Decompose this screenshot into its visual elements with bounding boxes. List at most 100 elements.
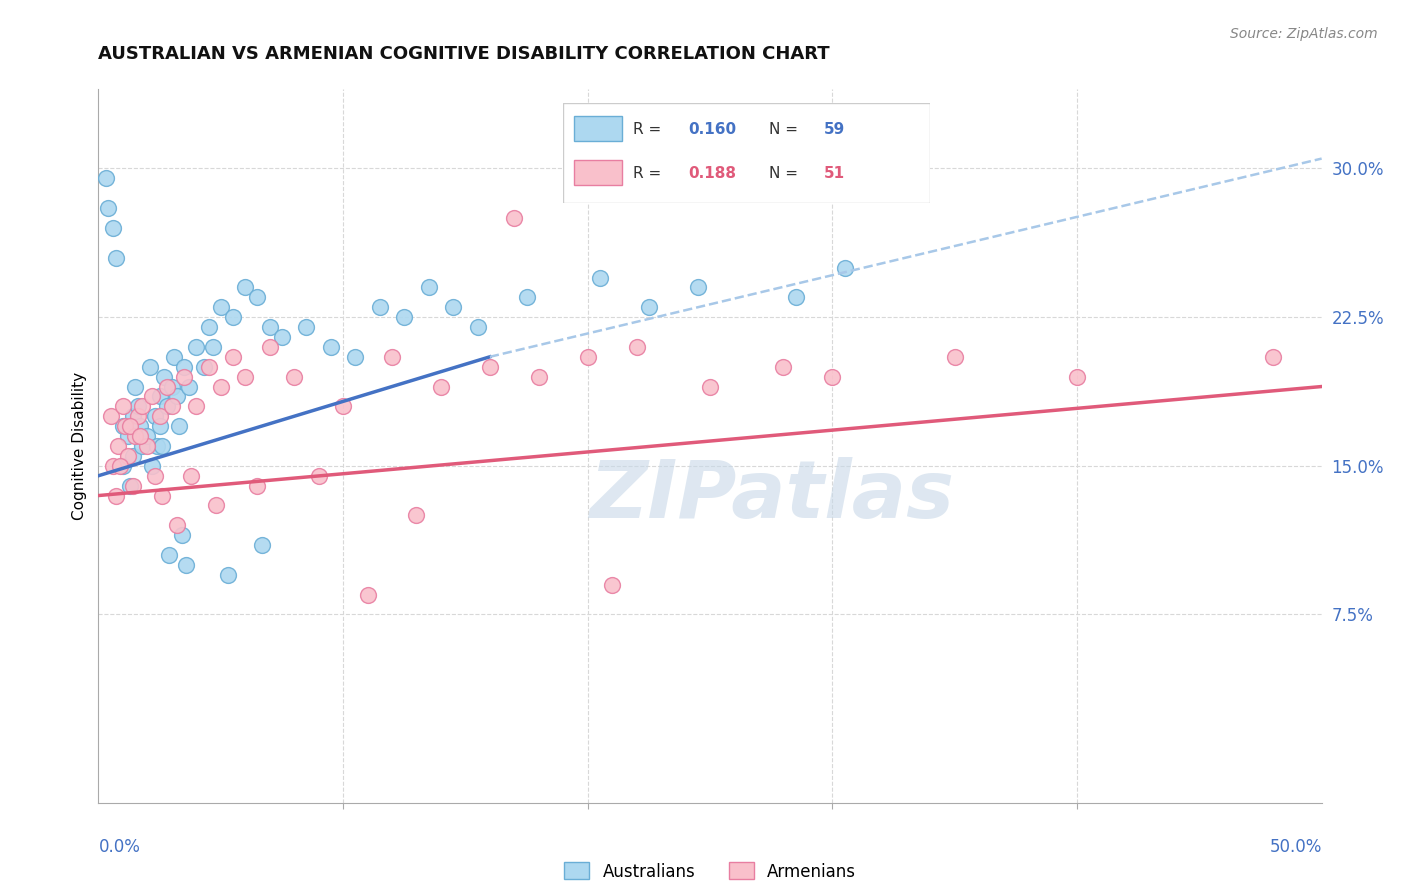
Point [259, 340, 281, 354]
Point [156, 379, 179, 393]
Point [153, 369, 176, 384]
Point [209, 379, 232, 393]
Point [143, 409, 166, 424]
Point [121, 449, 143, 463]
Point [124, 429, 146, 443]
Point [368, 300, 391, 314]
Point [111, 400, 134, 414]
Point [129, 419, 152, 434]
Point [150, 439, 173, 453]
Point [834, 260, 856, 275]
Point [186, 340, 208, 354]
Point [143, 468, 166, 483]
Point [600, 578, 623, 592]
Point [149, 389, 172, 403]
Point [516, 290, 538, 304]
Point [197, 359, 219, 374]
Y-axis label: Cognitive Disability: Cognitive Disability [72, 372, 87, 520]
Point [785, 290, 807, 304]
Point [101, 458, 124, 473]
Point [149, 409, 172, 424]
Point [626, 340, 648, 354]
Point [160, 379, 183, 393]
Point [772, 359, 794, 374]
Point [100, 409, 122, 424]
Point [821, 369, 844, 384]
Point [186, 400, 208, 414]
Point [160, 400, 183, 414]
Point [110, 458, 132, 473]
Point [209, 300, 232, 314]
Text: ZIPatlas: ZIPatlas [589, 457, 953, 535]
Point [638, 300, 661, 314]
Point [943, 350, 966, 364]
Point [111, 419, 134, 434]
Point [157, 548, 180, 562]
Point [589, 270, 612, 285]
Point [173, 359, 195, 374]
Point [1066, 369, 1088, 384]
Point [166, 518, 188, 533]
Point [576, 350, 599, 364]
Point [176, 558, 198, 572]
Point [503, 211, 526, 225]
Point [177, 379, 200, 393]
Point [180, 468, 202, 483]
Point [170, 528, 193, 542]
Point [1261, 350, 1284, 364]
Point [246, 478, 269, 492]
Point [259, 320, 281, 334]
Point [136, 439, 159, 453]
Point [319, 340, 342, 354]
Point [478, 359, 501, 374]
Point [356, 588, 378, 602]
Legend: Australians, Armenians: Australians, Armenians [558, 855, 862, 888]
Point [117, 449, 139, 463]
Point [405, 508, 427, 523]
Point [149, 419, 172, 434]
Point [392, 310, 416, 325]
Point [166, 389, 188, 403]
Point [167, 419, 190, 434]
Point [121, 478, 143, 492]
Point [111, 458, 134, 473]
Point [163, 350, 186, 364]
Text: 50.0%: 50.0% [1270, 838, 1322, 856]
Text: Source: ZipAtlas.com: Source: ZipAtlas.com [1230, 27, 1378, 41]
Point [107, 439, 129, 453]
Point [141, 389, 163, 403]
Point [441, 300, 464, 314]
Point [202, 340, 225, 354]
Point [283, 369, 305, 384]
Point [246, 290, 269, 304]
Point [197, 320, 219, 334]
Point [141, 458, 163, 473]
Point [117, 429, 139, 443]
Point [193, 359, 215, 374]
Point [308, 468, 330, 483]
Point [129, 429, 152, 443]
Point [217, 567, 239, 582]
Point [127, 400, 149, 414]
Point [124, 379, 146, 393]
Point [233, 369, 256, 384]
Point [139, 359, 162, 374]
Point [233, 280, 256, 294]
Point [136, 429, 159, 443]
Text: AUSTRALIAN VS ARMENIAN COGNITIVE DISABILITY CORRELATION CHART: AUSTRALIAN VS ARMENIAN COGNITIVE DISABIL… [98, 45, 830, 62]
Point [332, 400, 354, 414]
Point [121, 409, 143, 424]
Point [222, 310, 245, 325]
Point [94, 171, 117, 186]
Point [156, 400, 179, 414]
Point [418, 280, 440, 294]
Point [114, 419, 136, 434]
Point [430, 379, 453, 393]
Point [101, 221, 124, 235]
Point [222, 350, 245, 364]
Point [344, 350, 367, 364]
Point [104, 251, 127, 265]
Point [270, 330, 294, 344]
Point [173, 369, 195, 384]
Point [150, 489, 173, 503]
